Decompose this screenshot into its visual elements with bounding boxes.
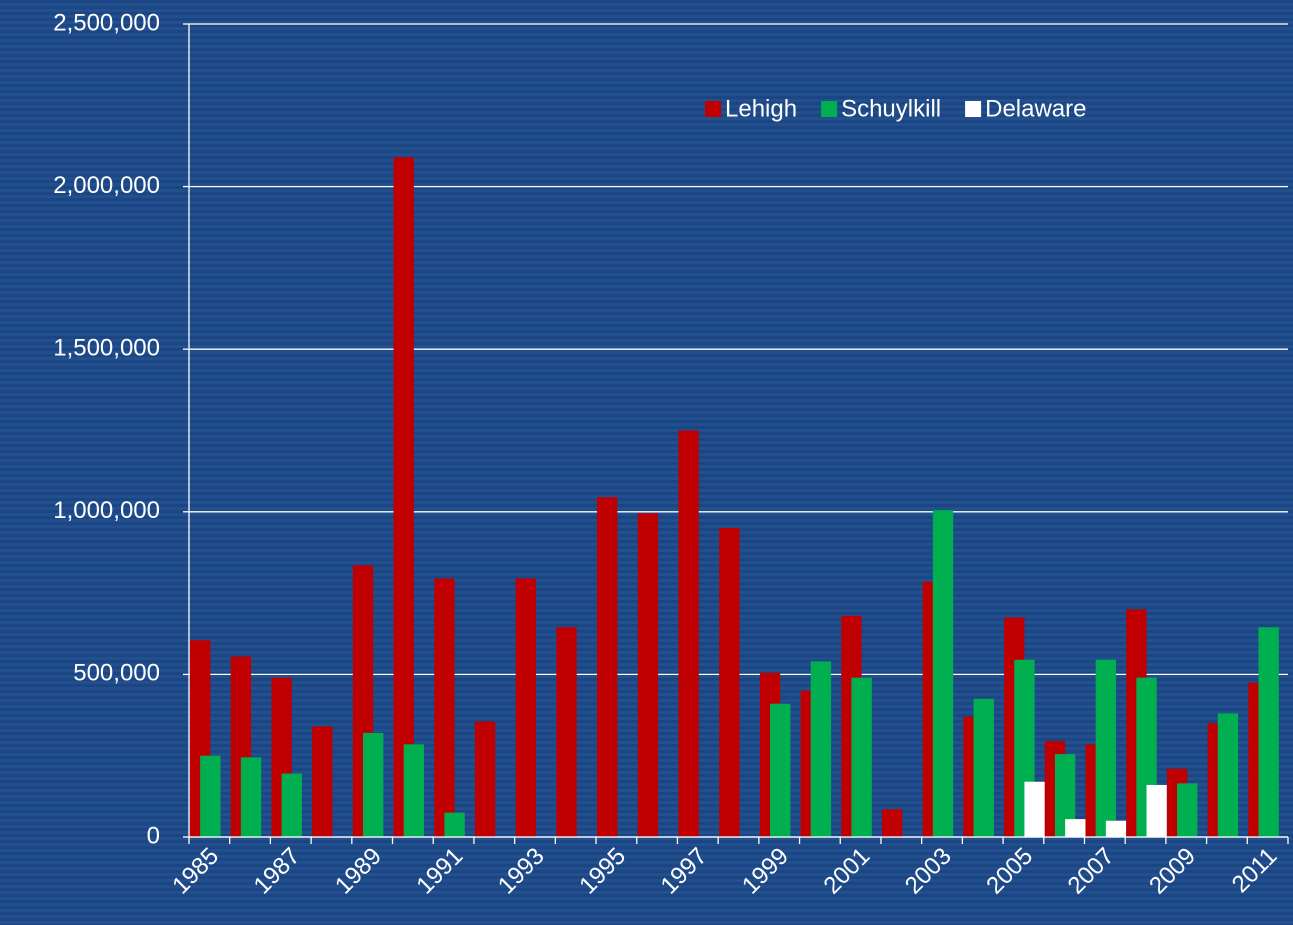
- bar: [1177, 783, 1198, 837]
- bar: [851, 677, 872, 837]
- bar: [312, 726, 333, 837]
- x-tick-label: 1997: [656, 843, 713, 900]
- x-tick-label: 2007: [1063, 843, 1120, 900]
- y-tick-label: 1,500,000: [53, 335, 160, 362]
- x-tick-label: 2001: [818, 843, 875, 900]
- bar: [362, 732, 384, 837]
- bar: [434, 578, 455, 837]
- legend-label: Lehigh: [725, 95, 797, 122]
- bar: [200, 755, 221, 837]
- bar: [637, 513, 659, 837]
- bar: [281, 773, 302, 837]
- bar: [1146, 784, 1167, 837]
- bar: [932, 510, 954, 837]
- bar: [556, 627, 577, 837]
- y-tick-label: 2,500,000: [53, 9, 160, 36]
- bar: [1065, 819, 1086, 837]
- bar: [1217, 713, 1239, 837]
- x-tick-label: 1991: [411, 843, 468, 900]
- bar: [810, 661, 832, 837]
- x-tick-label: 1999: [737, 843, 794, 900]
- legend-label: Delaware: [985, 95, 1086, 122]
- x-tick-label: 2005: [981, 843, 1038, 900]
- bar: [474, 721, 496, 837]
- bar: [515, 578, 536, 837]
- x-tick-label: 2011: [1227, 843, 1283, 899]
- x-tick-label: 1989: [330, 843, 387, 900]
- y-tick-label: 1,000,000: [53, 497, 160, 524]
- y-tick-label: 500,000: [73, 660, 160, 687]
- bar: [240, 757, 262, 837]
- x-tick-label: 1987: [249, 843, 306, 900]
- legend-swatch: [705, 101, 721, 117]
- bar: [770, 703, 791, 837]
- bar: [1105, 820, 1127, 837]
- bar: [597, 497, 618, 837]
- bar: [403, 744, 425, 837]
- x-tick-label: 2009: [1144, 843, 1201, 900]
- x-tick-label: 1993: [493, 843, 550, 900]
- bar: [678, 430, 699, 837]
- legend-swatch: [965, 101, 982, 117]
- bar: [719, 528, 740, 837]
- bar: [1095, 659, 1117, 837]
- bar: [881, 809, 903, 837]
- x-tick-label: 1985: [167, 843, 224, 900]
- legend-label: Schuylkill: [841, 95, 941, 122]
- y-tick-label: 2,000,000: [53, 172, 160, 199]
- bar: [444, 812, 465, 837]
- bar: [393, 157, 414, 837]
- legend-swatch: [821, 101, 838, 117]
- bar: [1054, 754, 1076, 837]
- x-tick-label: 1995: [574, 843, 631, 900]
- bar: [973, 698, 994, 837]
- bar: [1024, 781, 1045, 837]
- x-tick-label: 2003: [900, 843, 957, 900]
- bar: [1258, 627, 1279, 837]
- y-tick-label: 0: [147, 822, 160, 849]
